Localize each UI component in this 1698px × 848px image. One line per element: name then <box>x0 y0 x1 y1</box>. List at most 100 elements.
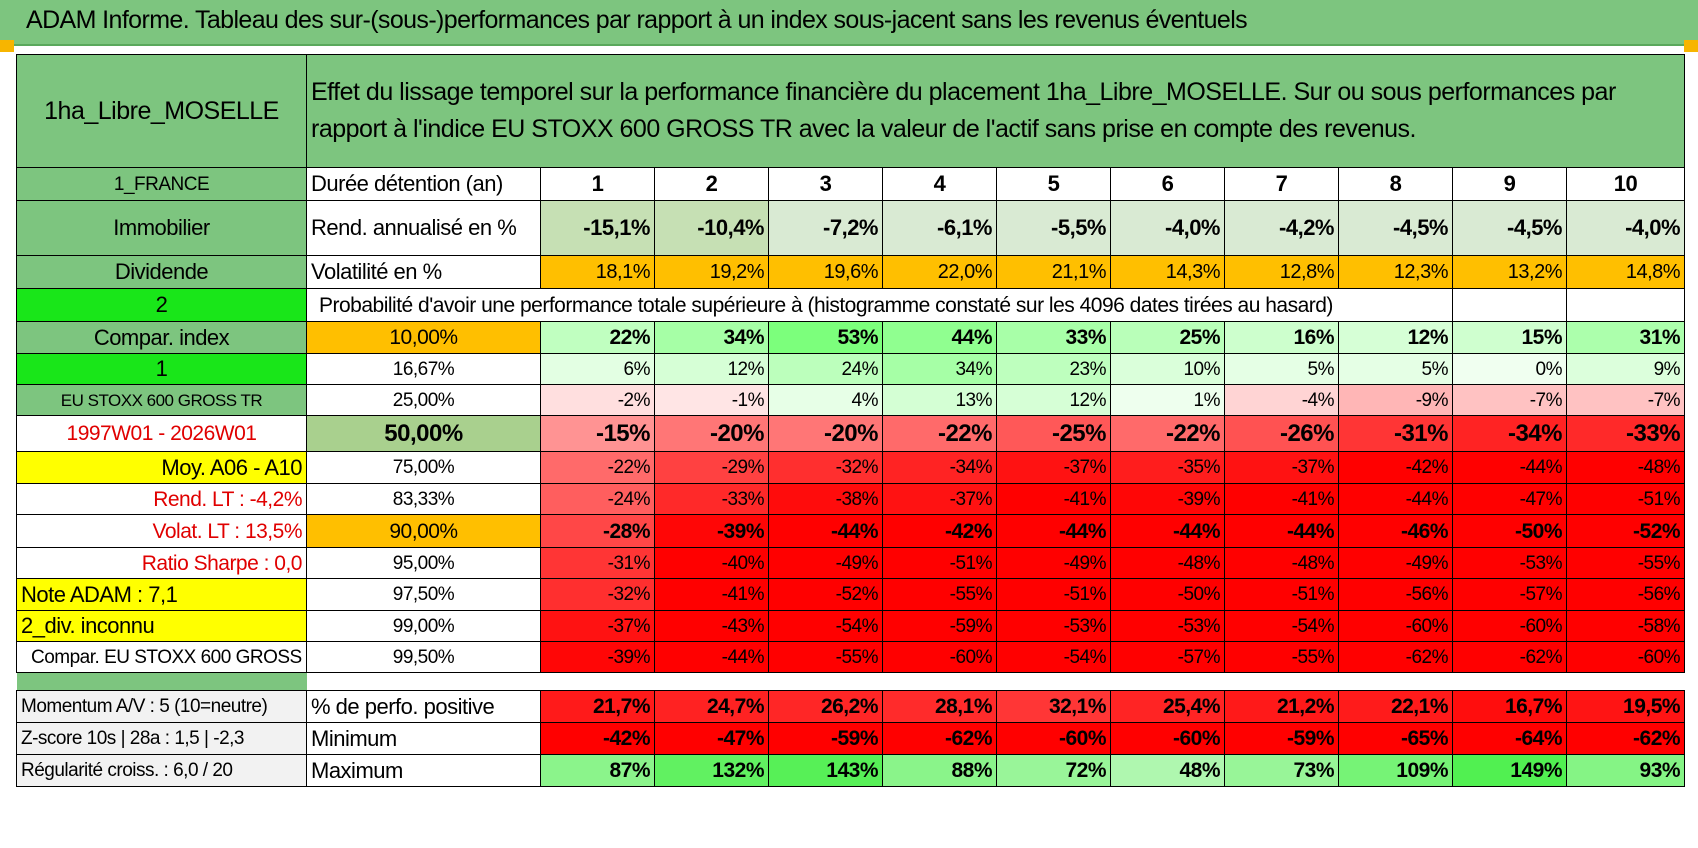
stats-row: Z-score 10s | 28a : 1,5 | -2,3 Minimum -42… <box>16 722 1686 755</box>
percentile-cell: -25% <box>996 415 1111 452</box>
percentile-cell: -52% <box>768 578 883 611</box>
stats-cell: 24,7% <box>654 690 769 723</box>
category: Immobilier <box>16 200 307 256</box>
label-volat: Volatilité en % <box>306 255 541 289</box>
percentile-cell: -60% <box>1565 641 1686 673</box>
percentile-cell: -37% <box>882 483 997 515</box>
percentile-row: Note ADAM : 7,1 97,50% -32% -41% -52% -55% -51… <box>16 578 1686 611</box>
percentile-cell: -54% <box>996 641 1111 673</box>
rend-cell: -4,5% <box>1338 200 1453 256</box>
percentile-cell: 12% <box>996 384 1111 416</box>
left-label: EU STOXX 600 GROSS TR <box>16 384 307 416</box>
percentile-cell: -53% <box>996 610 1111 642</box>
stats-cell: 109% <box>1338 754 1453 787</box>
rend-cell: -4,2% <box>1224 200 1339 256</box>
percentile-cell: -33% <box>1565 415 1686 452</box>
label-rend: Rend. annualisé en % <box>306 200 541 256</box>
percentile-label: 16,67% <box>306 353 541 385</box>
percentile-cell: -49% <box>1338 547 1453 579</box>
rend-cell: -10,4% <box>654 200 769 256</box>
percentile-cell: -48% <box>1110 547 1225 579</box>
left-label: 2_div. inconnu <box>16 610 307 642</box>
percentile-cell: -47% <box>1452 483 1567 515</box>
percentile-label: 10,00% <box>306 321 541 354</box>
rend-cell: -7,2% <box>768 200 883 256</box>
label-proba: Probabilité d'avoir une performance tota… <box>306 288 1453 322</box>
percentile-cell: -56% <box>1565 578 1686 611</box>
volat-cell: 18,1% <box>540 255 655 289</box>
year-header: 10 <box>1565 167 1686 201</box>
percentile-cell: 13% <box>882 384 997 416</box>
percentile-cell: 16% <box>1224 321 1339 354</box>
percentile-row: 1 16,67% 6% 12% 24% 34% 23% 10% 5% 5% 0% 9% <box>16 353 1686 385</box>
stats-cell: 48% <box>1110 754 1225 787</box>
percentile-cell: -32% <box>540 578 655 611</box>
percentile-cell: -15% <box>540 415 655 452</box>
left-label: Moy. A06 - A10 <box>16 451 307 484</box>
percentile-row: 1997W01 - 2026W01 50,00% -15% -20% -20% -22% -… <box>16 415 1686 452</box>
percentile-cell: -26% <box>1224 415 1339 452</box>
rend-row: Immobilier Rend. annualisé en % -15,1% -1… <box>16 200 1686 256</box>
year-header: 1 <box>540 167 655 201</box>
percentile-cell: -48% <box>1565 451 1686 484</box>
percentile-cell: -35% <box>1110 451 1225 484</box>
stats-cell: -60% <box>996 722 1111 755</box>
percentile-cell: -43% <box>654 610 769 642</box>
percentile-cell: 31% <box>1565 321 1686 354</box>
percentile-cell: -37% <box>1224 451 1339 484</box>
percentile-cell: 25% <box>1110 321 1225 354</box>
rend-cell: -4,5% <box>1452 200 1567 256</box>
volat-cell: 14,8% <box>1565 255 1686 289</box>
stats-cell: 132% <box>654 754 769 787</box>
year-header: 8 <box>1338 167 1453 201</box>
percentile-cell: -20% <box>768 415 883 452</box>
percentile-label: 95,00% <box>306 547 541 579</box>
volat-cell: 14,3% <box>1110 255 1225 289</box>
percentile-cell: -37% <box>540 610 655 642</box>
percentile-cell: -50% <box>1110 578 1225 611</box>
percentile-cell: 1% <box>1110 384 1225 416</box>
percentile-cell: -44% <box>654 641 769 673</box>
percentile-cell: -55% <box>882 578 997 611</box>
stats-cell: 21,2% <box>1224 690 1339 723</box>
percentile-cell: -42% <box>1338 451 1453 484</box>
percentile-cell: -28% <box>540 514 655 548</box>
year-header: 4 <box>882 167 997 201</box>
stats-cell: -42% <box>540 722 655 755</box>
percentile-cell: -59% <box>882 610 997 642</box>
stats-cell: 72% <box>996 754 1111 787</box>
percentile-cell: -48% <box>1224 547 1339 579</box>
percentile-cell: -29% <box>654 451 769 484</box>
percentile-cell: 0% <box>1452 353 1567 385</box>
separator-cell <box>307 673 1685 691</box>
left-label: Rend. LT : -4,2% <box>16 483 307 515</box>
percentile-cell: -51% <box>1565 483 1686 515</box>
year-header: 9 <box>1452 167 1567 201</box>
percentile-label: 75,00% <box>306 451 541 484</box>
percentile-cell: -62% <box>1452 641 1567 673</box>
percentile-cell: -1% <box>654 384 769 416</box>
percentile-cell: 5% <box>1224 353 1339 385</box>
percentile-cell: 9% <box>1565 353 1686 385</box>
percentile-cell: -7% <box>1565 384 1686 416</box>
percentile-cell: 6% <box>540 353 655 385</box>
stats-row: Régularité croiss. : 6,0 / 20 Maximum 87% 1… <box>16 754 1686 787</box>
percentile-cell: -44% <box>1338 483 1453 515</box>
percentile-cell: -41% <box>996 483 1111 515</box>
stats-cell: -59% <box>768 722 883 755</box>
percentile-cell: -42% <box>882 514 997 548</box>
percentile-cell: -46% <box>1338 514 1453 548</box>
percentile-cell: -51% <box>996 578 1111 611</box>
report-title: ADAM Informe. Tableau des sur-(sous-)per… <box>26 6 1248 34</box>
percentile-cell: -60% <box>1452 610 1567 642</box>
separator-cell <box>16 672 307 691</box>
stats-cell: 32,1% <box>996 690 1111 723</box>
percentile-cell: 23% <box>996 353 1111 385</box>
percentile-row: Ratio Sharpe : 0,0 95,00% -31% -40% -49% -51%… <box>16 547 1686 579</box>
percentile-label: 83,33% <box>306 483 541 515</box>
year-header: 5 <box>996 167 1111 201</box>
corner-marker <box>0 40 14 52</box>
stats-cell: 22,1% <box>1338 690 1453 723</box>
stats-cell: -62% <box>1565 722 1686 755</box>
rend-cell: -15,1% <box>540 200 655 256</box>
